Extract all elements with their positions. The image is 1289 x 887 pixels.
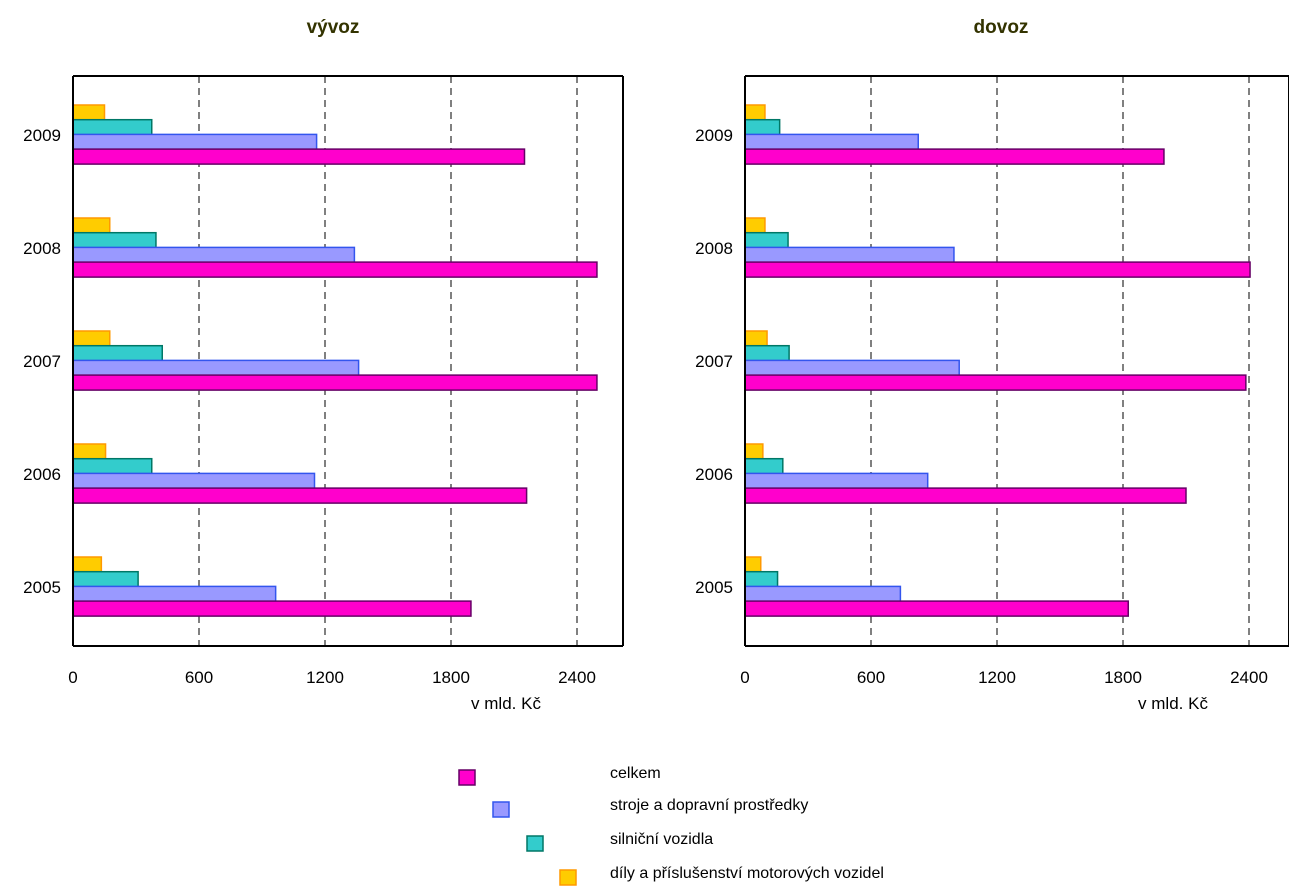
bar-celkem-2007	[744, 374, 1247, 391]
bar-silniční-vozidla-2009	[744, 118, 781, 136]
chart-title: dovoz	[974, 17, 1029, 38]
x-tick-label: 1200	[306, 668, 344, 687]
legend-label: celkem	[610, 765, 661, 782]
bar-celkem-2008	[744, 261, 1251, 278]
bar-silniční-vozidla-2008	[744, 231, 789, 249]
bar-silniční-vozidla-2006	[72, 457, 153, 475]
x-tick-label: 1800	[432, 668, 470, 687]
bar-celkem-2007	[72, 374, 598, 391]
bar-celkem-2009	[72, 148, 526, 165]
y-tick-label: 2005	[23, 578, 61, 597]
x-tick-label: 600	[185, 668, 213, 687]
bar-díly-a-příslušenství-motorových-vozidel-2007	[744, 330, 768, 347]
bar-díly-a-příslušenství-motorových-vozidel-2008	[72, 217, 111, 234]
bar-díly-a-příslušenství-motorových-vozidel-2009	[744, 104, 766, 121]
legend-label: silniční vozidla	[610, 831, 713, 848]
panel-0: vývoz 2009 2008 2007 2006 2005 0 600 1200 1800 240…	[23, 17, 624, 713]
bar-celkem-2008	[72, 261, 598, 278]
y-tick-label: 2009	[23, 126, 61, 145]
bar-stroje-a-dopravní-prostředky-2008	[744, 246, 955, 264]
bar-stroje-a-dopravní-prostředky-2005	[744, 585, 902, 603]
bar-díly-a-příslušenství-motorových-vozidel-2005	[744, 556, 762, 573]
bar-celkem-2009	[744, 148, 1165, 165]
bar-silniční-vozidla-2008	[72, 231, 157, 249]
x-tick-label: 1200	[978, 668, 1016, 687]
x-tick-label: 2400	[558, 668, 596, 687]
y-tick-label: 2008	[695, 239, 733, 258]
bar-díly-a-příslušenství-motorových-vozidel-2009	[72, 104, 106, 121]
x-axis-label: v mld. Kč	[471, 694, 541, 713]
legend-swatch	[492, 801, 510, 818]
bar-stroje-a-dopravní-prostředky-2008	[72, 246, 356, 264]
bar-díly-a-příslušenství-motorových-vozidel-2008	[744, 217, 766, 234]
bar-silniční-vozidla-2007	[744, 344, 790, 362]
legend-swatch	[458, 769, 476, 786]
chart-title: vývoz	[307, 17, 360, 38]
legend-label: stroje a dopravní prostředky	[610, 797, 808, 814]
y-tick-label: 2005	[695, 578, 733, 597]
bar-stroje-a-dopravní-prostředky-2009	[744, 133, 919, 151]
y-tick-label: 2006	[695, 465, 733, 484]
bar-stroje-a-dopravní-prostředky-2007	[744, 359, 960, 377]
bar-silniční-vozidla-2007	[72, 344, 163, 362]
bar-silniční-vozidla-2009	[72, 118, 153, 136]
bar-díly-a-příslušenství-motorových-vozidel-2006	[72, 443, 107, 460]
y-tick-label: 2009	[695, 126, 733, 145]
panel-1: dovoz 2009 2008 2007 2006 2005 0 600 1200 1800 240…	[695, 17, 1289, 713]
x-tick-label: 0	[740, 668, 749, 687]
legend: celkem stroje a dopravní prostředky silnič…	[458, 765, 884, 886]
y-tick-label: 2008	[23, 239, 61, 258]
x-tick-label: 0	[68, 668, 77, 687]
bar-silniční-vozidla-2005	[72, 570, 139, 588]
bar-celkem-2006	[72, 487, 528, 504]
bar-díly-a-příslušenství-motorových-vozidel-2005	[72, 556, 103, 573]
x-tick-label: 2400	[1230, 668, 1268, 687]
y-tick-label: 2007	[695, 352, 733, 371]
y-tick-label: 2006	[23, 465, 61, 484]
bar-stroje-a-dopravní-prostředky-2006	[72, 472, 316, 490]
x-tick-label: 1800	[1104, 668, 1142, 687]
bar-stroje-a-dopravní-prostředky-2006	[744, 472, 929, 490]
y-tick-label: 2007	[23, 352, 61, 371]
legend-label: díly a příslušenství motorových vozidel	[610, 865, 884, 882]
bar-celkem-2005	[72, 600, 472, 617]
legend-swatch	[526, 835, 544, 852]
bar-celkem-2005	[744, 600, 1129, 617]
bar-díly-a-příslušenství-motorových-vozidel-2006	[744, 443, 764, 460]
bar-stroje-a-dopravní-prostředky-2009	[72, 133, 318, 151]
bar-stroje-a-dopravní-prostředky-2007	[72, 359, 360, 377]
bar-stroje-a-dopravní-prostředky-2005	[72, 585, 277, 603]
x-axis-label: v mld. Kč	[1138, 694, 1208, 713]
legend-swatch	[559, 869, 577, 886]
bar-silniční-vozidla-2006	[744, 457, 784, 475]
bar-silniční-vozidla-2005	[744, 570, 779, 588]
x-tick-label: 600	[857, 668, 885, 687]
bar-celkem-2006	[744, 487, 1187, 504]
bar-díly-a-příslušenství-motorových-vozidel-2007	[72, 330, 111, 347]
